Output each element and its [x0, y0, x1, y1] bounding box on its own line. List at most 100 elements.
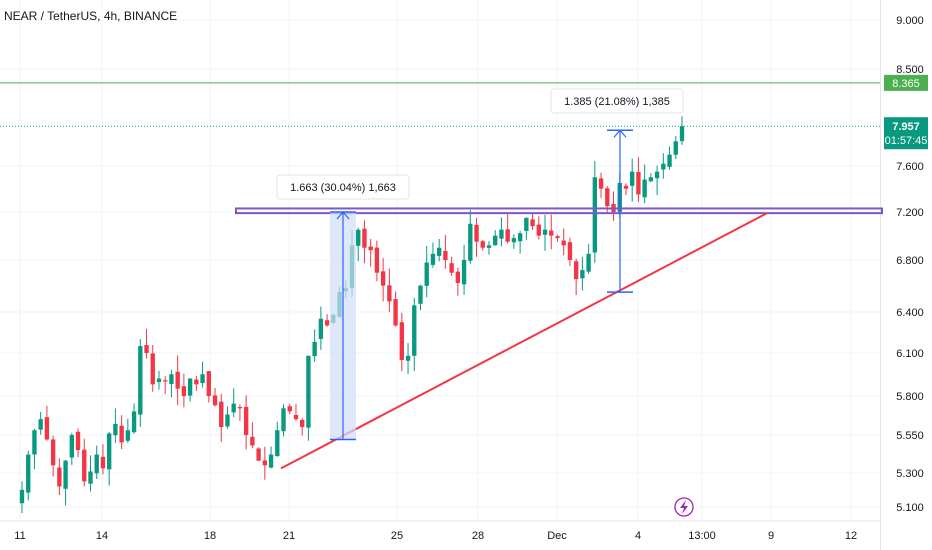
candle-body	[268, 454, 274, 468]
x-tick-label: 4	[635, 530, 641, 542]
current-price-tag	[884, 117, 928, 150]
candle-body	[250, 436, 255, 446]
candle-body	[511, 238, 517, 243]
candle-body	[380, 271, 386, 286]
candle-body	[106, 433, 112, 470]
grid	[0, 0, 880, 521]
candle-body	[468, 223, 473, 261]
candle-body	[300, 419, 305, 428]
candle-body	[418, 285, 423, 304]
candle-body	[667, 154, 672, 167]
candle-body	[436, 247, 442, 256]
candle-body	[32, 430, 37, 455]
measure-1-label: 1.663 (30.04%) 1,663	[276, 174, 410, 200]
candle-body	[592, 177, 598, 253]
candle-body	[163, 380, 168, 382]
candle-body	[187, 378, 193, 396]
candle-body	[636, 171, 641, 195]
candle-body	[113, 423, 118, 436]
measure-2-label: 1.385 (21.08%) 1,385	[550, 88, 684, 114]
support-trendline	[280, 212, 768, 470]
candle-body	[654, 171, 660, 179]
candle-body	[387, 285, 392, 302]
candle-body	[131, 411, 137, 433]
candle-body	[642, 179, 647, 198]
candle-body	[19, 489, 25, 504]
candle-body	[200, 374, 205, 384]
candle-body	[362, 228, 367, 248]
candle-body	[194, 379, 199, 385]
x-tick-label: 13:00	[688, 530, 716, 542]
y-tick-label: 6.400	[896, 307, 924, 319]
candle-body	[287, 406, 292, 412]
candle-body	[312, 341, 317, 357]
candle-body	[293, 414, 299, 420]
candle-body	[536, 224, 541, 236]
drawings[interactable]: 1.663 (30.04%) 1,663 1.385 (21.08%) 1,385	[0, 82, 883, 517]
y-tick-label: 7.200	[896, 207, 924, 219]
y-tick-label: 5.100	[896, 502, 924, 514]
candle-body	[100, 456, 106, 469]
x-tick-label: 9	[768, 530, 774, 542]
measure-label-text: 1.663 (30.04%) 1,663	[290, 182, 396, 194]
candle-body	[206, 371, 211, 396]
y-axis[interactable]: 9.000 8.500 7.600 7.200 6.800 6.400 6.100 5.800…	[896, 15, 924, 514]
candle-body	[542, 229, 548, 235]
x-axis[interactable]: 11 14 18 21 25 28 Dec 4 13:00 9 12	[14, 530, 857, 542]
y-tick-label: 5.800	[896, 391, 924, 403]
candle-body	[598, 178, 604, 189]
candle-body	[605, 188, 610, 207]
candle-body	[505, 229, 510, 242]
lightning-icon-bolt	[680, 500, 688, 514]
candle-body	[530, 219, 535, 227]
candle-body	[430, 253, 436, 265]
candle-body	[75, 431, 81, 450]
candle-body	[673, 141, 678, 155]
measure-2-arrowhead	[613, 129, 627, 138]
candle-body	[256, 448, 261, 461]
candle-body	[555, 236, 560, 239]
candle-body	[38, 419, 43, 430]
candle-body	[486, 245, 492, 248]
candle-body	[63, 460, 68, 489]
candle-body	[138, 346, 143, 415]
symbol-title[interactable]: NEAR / TetherUS, 4h, BINANCE	[4, 9, 178, 23]
candle-body	[262, 460, 268, 466]
candle-body	[275, 430, 280, 456]
bar-countdown: 01:57:45	[885, 135, 928, 147]
x-tick-label: 28	[472, 530, 484, 542]
resistance-zone	[235, 207, 883, 215]
candle-body	[648, 177, 654, 182]
candle-body	[281, 408, 286, 432]
candle-body	[94, 454, 99, 474]
candle-body	[524, 217, 529, 231]
x-tick-label: 14	[96, 530, 108, 542]
y-tick-label: 5.550	[896, 430, 924, 442]
candle-body	[356, 229, 361, 246]
candle-body	[324, 320, 330, 326]
y-tick-label: 8.500	[896, 64, 924, 76]
y-tick-label: 7.600	[896, 161, 924, 173]
candle-body	[175, 371, 180, 389]
candle-body	[374, 247, 380, 273]
candle-body	[44, 417, 50, 440]
candle-body	[623, 185, 629, 189]
candle-body	[50, 439, 56, 466]
y-tick-label: 5.300	[896, 468, 924, 480]
candle-body	[57, 467, 62, 487]
candle-body	[88, 471, 93, 484]
candle-body	[580, 270, 585, 279]
candle-body	[393, 299, 398, 326]
measure-1-arrowhead	[336, 211, 350, 220]
x-tick-label: 25	[391, 530, 403, 542]
candle-body	[306, 355, 311, 428]
candle-body	[630, 171, 635, 186]
candle-body	[461, 260, 467, 285]
candle-body	[219, 401, 224, 428]
candle-body	[225, 414, 230, 427]
candle-body	[156, 378, 162, 383]
candle-body	[26, 454, 31, 493]
candle-body	[480, 241, 485, 248]
